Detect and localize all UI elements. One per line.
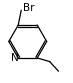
Text: N: N <box>11 53 19 63</box>
Text: Br: Br <box>23 3 34 13</box>
